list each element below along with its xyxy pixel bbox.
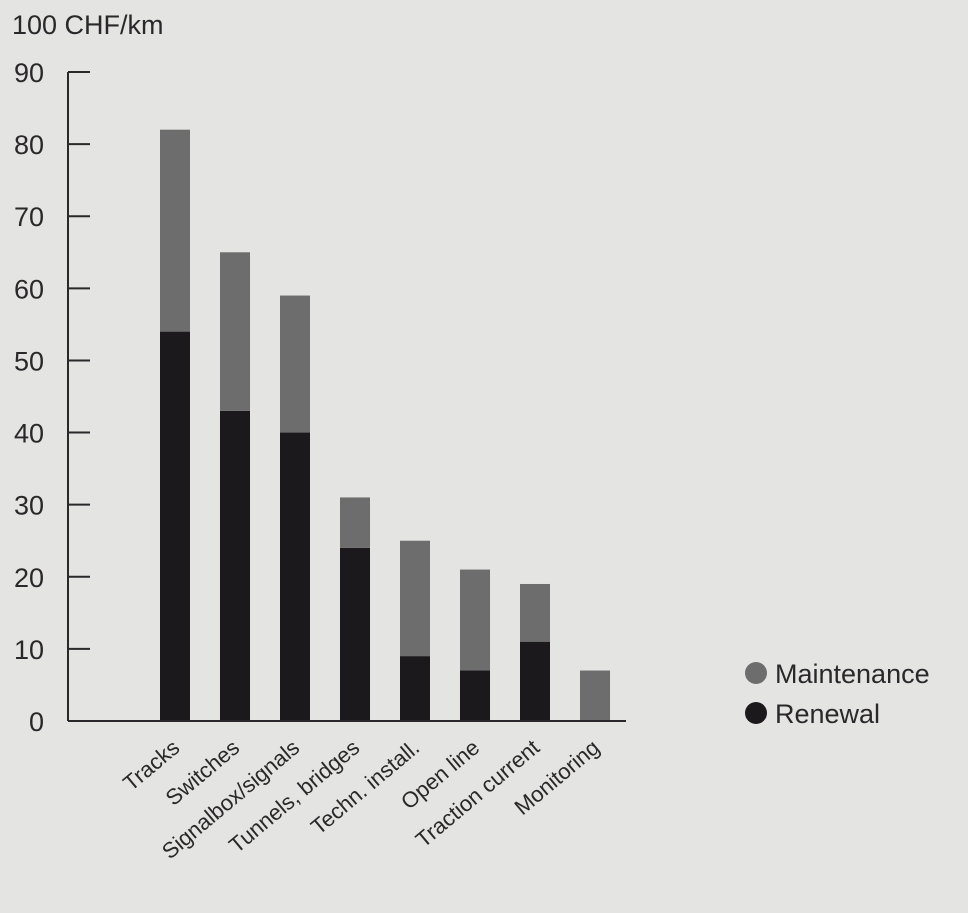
x-axis-labels: TracksSwitchesSignalbox/signalsTunnels, …: [118, 735, 604, 864]
y-tick-label: 0: [29, 707, 44, 737]
bar-maintenance-4: [400, 540, 430, 657]
legend-label: Renewal: [775, 699, 880, 729]
y-tick-label: 90: [14, 58, 44, 88]
bar-renewal-5: [460, 670, 490, 721]
bar-renewal-1: [220, 410, 250, 721]
bar-renewal-2: [280, 432, 310, 721]
y-tick-label: 30: [14, 491, 44, 521]
legend-marker: [745, 662, 767, 684]
bar-maintenance-5: [460, 569, 490, 671]
legend: Maintenance Renewal: [745, 659, 930, 729]
legend-label: Maintenance: [775, 659, 930, 689]
y-tick-label: 60: [14, 274, 44, 304]
y-tick-label: 20: [14, 563, 44, 593]
bar-renewal-0: [160, 331, 190, 721]
bar-maintenance-3: [340, 497, 370, 548]
bar-renewal-3: [340, 547, 370, 721]
y-tick-label: 40: [14, 419, 44, 449]
bar-renewal-4: [400, 656, 430, 721]
y-tick-label: 80: [14, 130, 44, 160]
y-axis-unit-label: 100 CHF/km: [12, 10, 164, 40]
legend-marker: [745, 702, 767, 724]
y-tick-label: 70: [14, 202, 44, 232]
bar-renewal-6: [520, 641, 550, 721]
bar-maintenance-0: [160, 129, 190, 332]
bars: [160, 129, 610, 721]
bar-maintenance-7: [580, 670, 610, 721]
bar-maintenance-1: [220, 252, 250, 411]
y-axis: 0 10 20 30 40 50 60 70 80 90: [14, 58, 90, 737]
bar-maintenance-6: [520, 583, 550, 642]
bar-maintenance-2: [280, 295, 310, 433]
y-tick-label: 10: [14, 635, 44, 665]
y-tick-label: 50: [14, 346, 44, 376]
